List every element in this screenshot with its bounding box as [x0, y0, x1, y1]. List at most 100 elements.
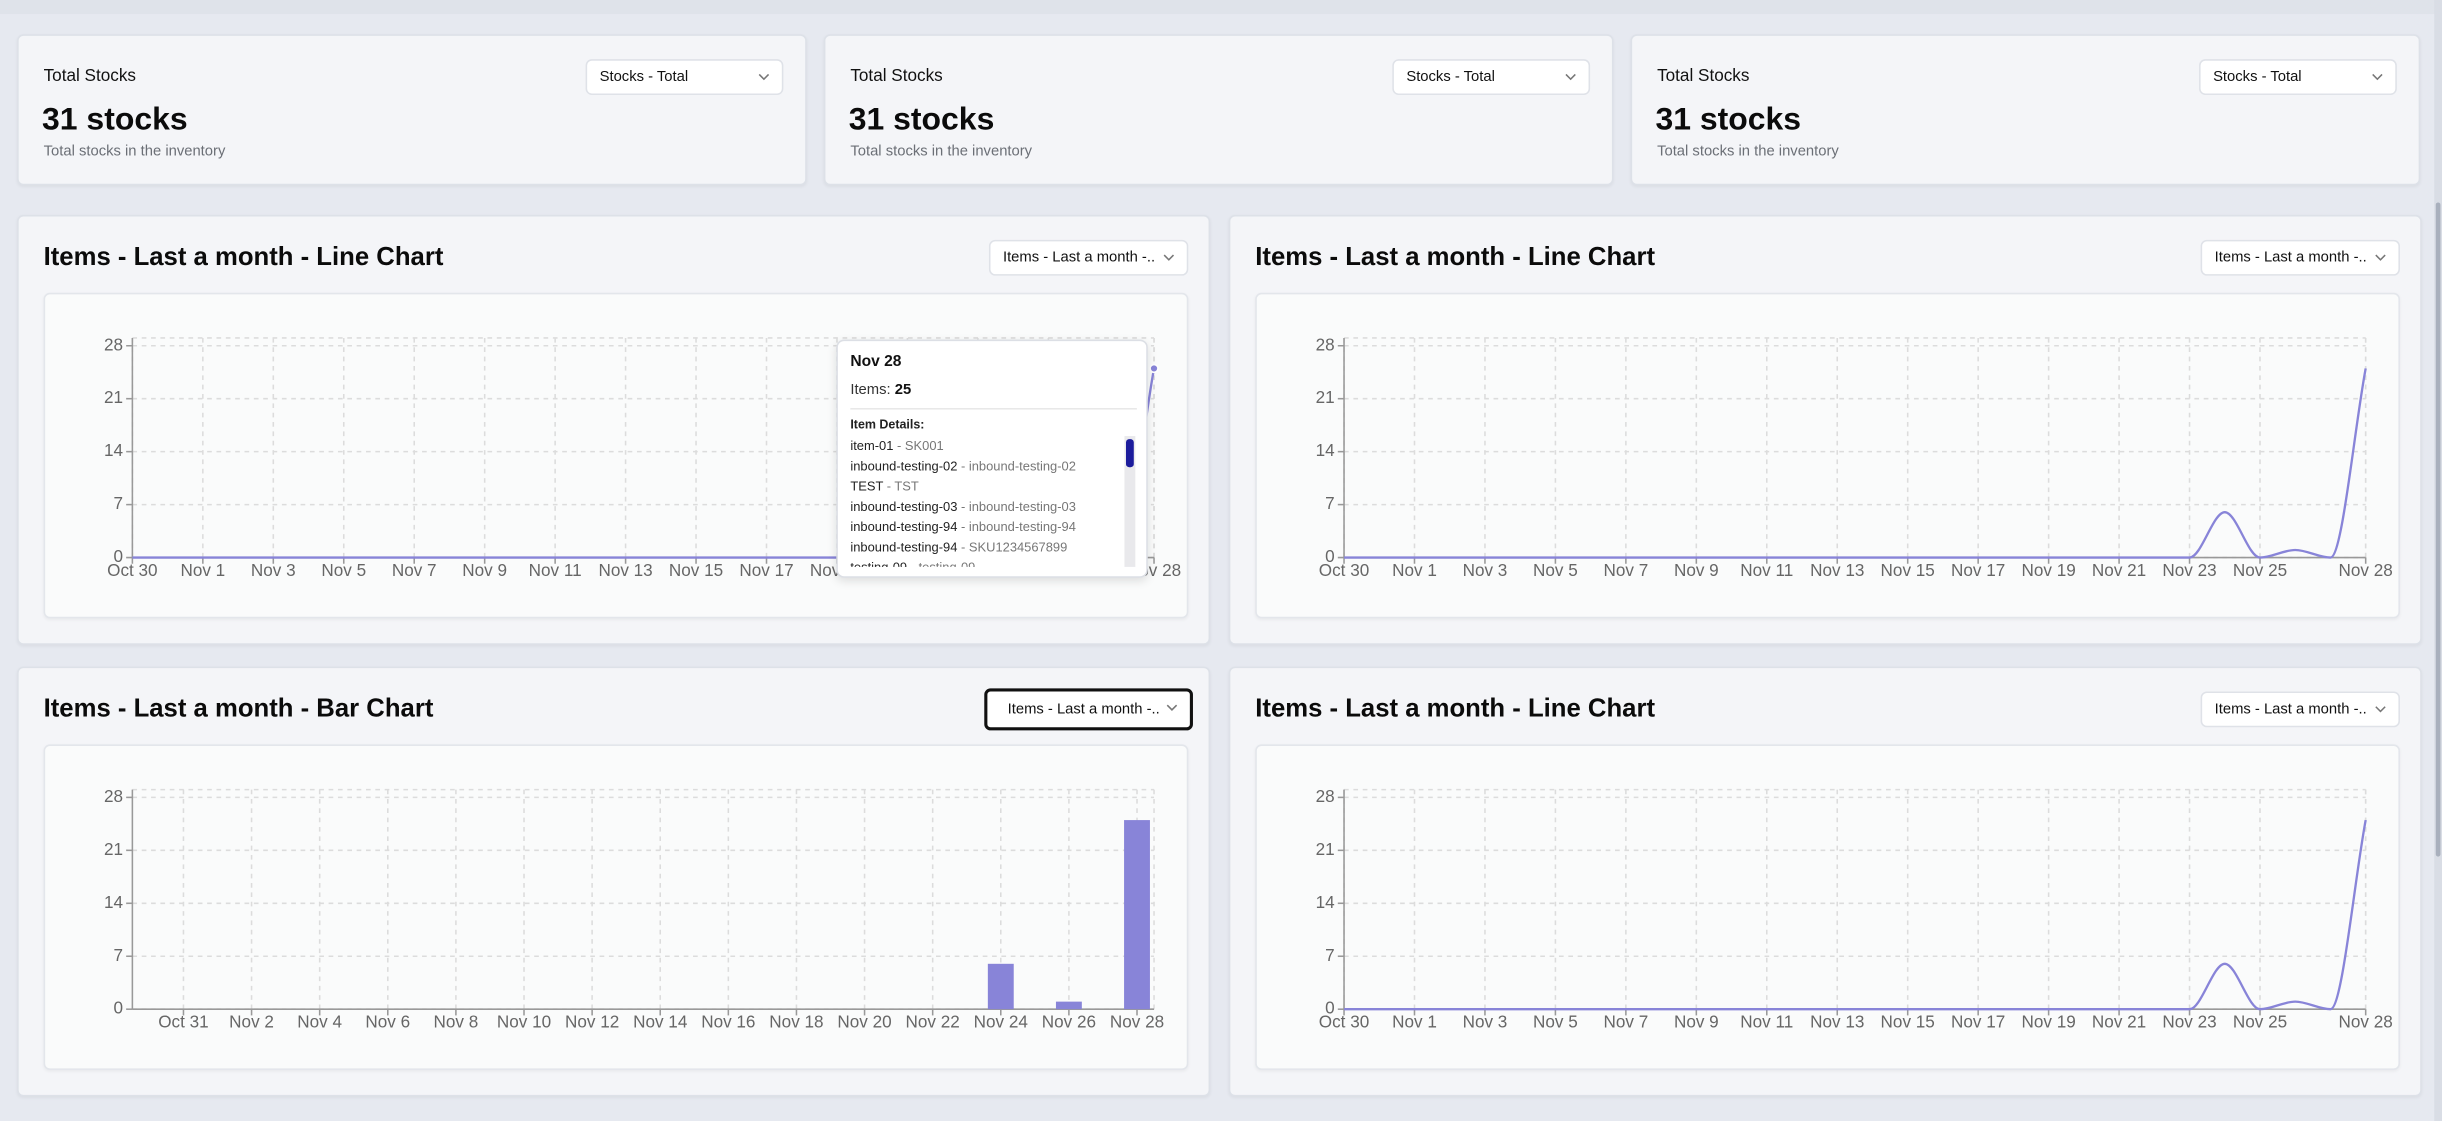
card-label: Total Stocks — [850, 66, 943, 86]
chevron-icon — [2375, 706, 2386, 713]
x-tick-label: Nov 13 — [1810, 1012, 1864, 1032]
y-tick-label: 28 — [1316, 786, 1335, 806]
y-tick-label: 28 — [104, 334, 123, 354]
item-name: item-01 — [850, 437, 894, 454]
x-tick-label: Nov 9 — [1674, 560, 1719, 580]
x-tick-label: Nov 15 — [1881, 1012, 1935, 1032]
x-tick-label: Nov 17 — [739, 560, 793, 580]
dropdown[interactable]: Items - Last a month -.. — [984, 688, 1193, 731]
y-tick-label: 14 — [1316, 440, 1336, 460]
chart: 0 7 14 21 28 Oct 30 Nov 1 Nov 3 Nov 5 Nov 7 Nov 9 N… — [1316, 334, 2393, 580]
x-tick-label: Oct 30 — [107, 560, 157, 580]
chart-title: Items - Last a month - Line Chart — [43, 242, 444, 271]
x-tick-label: Nov 22 — [906, 1012, 960, 1032]
item-list: item-01 - SK001 inbound-testing-02 - inbo… — [850, 436, 1124, 567]
dropdown[interactable]: Stocks - Total — [1392, 59, 1591, 96]
card-description: Total stocks in the inventory — [43, 143, 226, 161]
x-tick-label: Nov 21 — [2092, 1012, 2146, 1032]
dropdown-label: Items - Last a month -.. — [1002, 249, 1156, 267]
x-tick-label: Nov 17 — [1951, 560, 2005, 580]
card-label: Total Stocks — [43, 66, 136, 86]
item-row: inbound-testing-02 - inbound-testing-02 — [850, 456, 1124, 476]
x-tick-label: Nov 25 — [2233, 1012, 2287, 1032]
card-description: Total stocks in the inventory — [1657, 143, 1839, 161]
scrollbar-thumb[interactable] — [1125, 439, 1134, 468]
x-tick-label: Nov 19 — [2021, 1012, 2075, 1032]
chevron-icon — [2372, 73, 2383, 81]
item-row: inbound-testing-03 - inbound-testing-03 — [850, 497, 1124, 517]
item-separator: - — [957, 457, 969, 474]
chevron — [1163, 254, 1175, 261]
dropdown[interactable]: Items - Last a month -.. — [2200, 691, 2400, 728]
y-tick-label: 7 — [114, 493, 124, 513]
item-separator: - — [957, 498, 969, 514]
dropdown[interactable]: Stocks - Total — [585, 59, 784, 96]
dropdown[interactable]: Items - Last a month -.. — [2200, 239, 2400, 276]
item-separator: - — [957, 538, 969, 555]
x-tick-label: Oct 30 — [1319, 560, 1369, 580]
item-row: testing-09 - testing-09 — [850, 558, 1124, 567]
x-tick-label: Nov 15 — [1881, 560, 1935, 580]
x-tick-label: Nov 2 — [229, 1012, 274, 1032]
stat-card: Total Stocks 31 stocks Total stocks in the… — [1630, 34, 2421, 186]
y-tick-label: 28 — [104, 786, 123, 806]
item-name: testing-09 — [850, 559, 908, 567]
chart: 0 7 14 21 28 Oct 30 Nov 1 Nov 3 Nov 5 Nov 7 Nov 9 N… — [1316, 786, 2393, 1032]
chevron — [1565, 73, 1576, 81]
dropdown[interactable]: Items - Last a month -.. — [988, 239, 1189, 276]
chart-panel: Items - Last a month - Line Chart Items -… — [1228, 666, 2422, 1097]
tooltip-date: Nov 28 — [850, 353, 902, 371]
page-scrollbar-thumb[interactable] — [2435, 202, 2441, 857]
x-tick-label: Nov 16 — [701, 1012, 755, 1032]
dropdown[interactable]: Stocks - Total — [2199, 59, 2397, 96]
y-tick-label: 7 — [114, 945, 124, 965]
y-tick-label: 21 — [1316, 387, 1335, 407]
chevron — [2375, 254, 2386, 261]
x-tick-label: Nov 28 — [2339, 1012, 2393, 1032]
chart-title: Items - Last a month - Line Chart — [1255, 694, 1656, 723]
item-sku: TST — [894, 478, 919, 494]
item-row: inbound-testing-94 - SKU1234567899 — [850, 537, 1124, 557]
x-tick-label: Nov 7 — [1603, 1012, 1648, 1032]
x-tick-label: Nov 10 — [497, 1012, 551, 1032]
chevron-icon — [2375, 254, 2386, 261]
tooltip-value-row: Items: 25 — [850, 382, 911, 399]
item-name: inbound-testing-03 — [850, 498, 958, 514]
dropdown-label: Stocks - Total — [599, 68, 689, 86]
item-row: inbound-testing-94 - inbound-testing-94 — [850, 517, 1124, 537]
x-tick-label: Nov 1 — [1392, 1012, 1437, 1032]
item-separator: - — [907, 559, 919, 567]
y-tick-label: 7 — [1325, 945, 1335, 965]
item-name: inbound-testing-94 — [850, 538, 958, 555]
chevron — [2372, 73, 2383, 81]
x-tick-label: Nov 8 — [434, 1012, 479, 1032]
x-tick-label: Nov 3 — [1463, 560, 1508, 580]
x-tick-label: Nov 18 — [769, 1012, 823, 1032]
x-tick-label: Nov 9 — [462, 560, 507, 580]
x-tick-label: Nov 23 — [2162, 560, 2216, 580]
tooltip-label: Items: — [850, 381, 891, 399]
y-tick-label: 28 — [1316, 334, 1335, 354]
item-name: inbound-testing-02 — [850, 457, 958, 474]
chart-area: 0 7 14 21 28 Oct 31 Nov 2 Nov 4 Nov 6 Nov 8 Nov 10… — [43, 744, 1189, 1070]
y-tick-label: 21 — [104, 387, 123, 407]
x-tick-label: Nov 12 — [565, 1012, 619, 1032]
chart-panel: Items - Last a month - Line Chart Items -… — [1228, 214, 2422, 645]
x-tick-label: Nov 19 — [2021, 560, 2075, 580]
x-tick-label: Nov 3 — [1463, 1012, 1508, 1032]
x-tick-label: Nov 15 — [669, 560, 723, 580]
card-value: 31 stocks — [848, 101, 995, 138]
x-tick-label: Nov 5 — [321, 560, 366, 580]
chart-panel: Items - Last a month - Bar Chart Items - … — [17, 666, 1211, 1097]
item-name: inbound-testing-94 — [850, 518, 958, 535]
dropdown-label: Items - Last a month -.. — [1007, 700, 1160, 718]
item-sku: inbound-testing-02 — [968, 457, 1076, 474]
y-tick-label: 21 — [104, 839, 123, 859]
chevron — [1166, 704, 1178, 711]
chevron-icon — [1565, 73, 1576, 81]
active-dot — [1149, 363, 1159, 374]
y-tick-label: 14 — [1316, 892, 1336, 912]
tooltip-value: 25 — [894, 381, 912, 399]
x-tick-label: Nov 13 — [1810, 560, 1864, 580]
y-tick-label: 0 — [114, 998, 124, 1018]
